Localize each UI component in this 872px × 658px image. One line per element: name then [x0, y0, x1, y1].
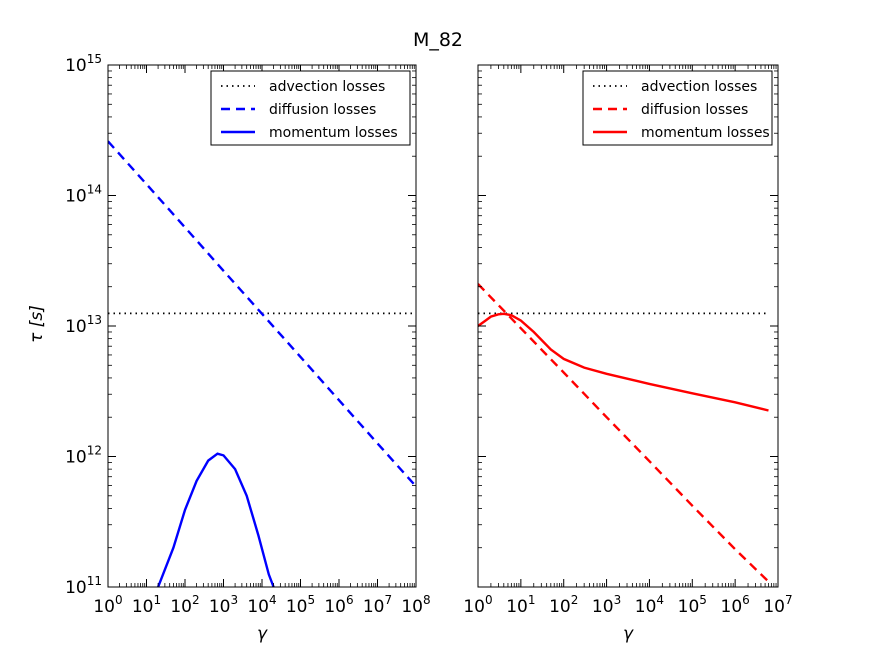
x-tick-label: 100	[93, 593, 122, 617]
series-line-diffusion-losses	[108, 140, 416, 488]
x-tick-label: 107	[763, 593, 792, 617]
x-tick-label: 108	[401, 593, 430, 617]
legend-label: momentum losses	[641, 125, 770, 141]
y-tick-label: 1013	[65, 313, 102, 337]
legend-label: diffusion losses	[269, 102, 376, 118]
x-tick-label: 104	[247, 593, 276, 617]
legend-label: diffusion losses	[641, 102, 748, 118]
x-tick-label: 101	[506, 593, 535, 617]
y-tick-label: 1011	[65, 574, 102, 598]
legend-label: momentum losses	[269, 125, 398, 141]
x-tick-label: 106	[721, 593, 750, 617]
chart-panel-1: 100 101 102 103 104 105 106 107 108 1011 1012 1013 1…	[65, 52, 431, 644]
x-tick-label: 102	[170, 593, 199, 617]
x-tick-label: 100	[463, 593, 492, 617]
x-tick-label: 105	[678, 593, 707, 617]
x-tick-label: 103	[209, 593, 238, 617]
legend-label: advection losses	[269, 79, 385, 95]
series-line-diffusion-losses	[478, 283, 770, 583]
legend-label: advection losses	[641, 79, 757, 95]
chart-panel-2: 100 101 102 103 104 105 106 107 γ advection losse…	[463, 64, 793, 644]
x-tick-label: 101	[132, 593, 161, 617]
x-tick-label: 103	[592, 593, 621, 617]
x-axis-title: γ	[623, 624, 634, 644]
y-tick-label: 1014	[65, 183, 102, 207]
x-tick-label: 105	[286, 593, 315, 617]
figure-title: M_82	[413, 29, 463, 51]
x-tick-label: 102	[549, 593, 578, 617]
y-axis-title: τ [s]	[27, 305, 47, 343]
x-tick-label: 104	[635, 593, 664, 617]
series-line-momentum-losses	[156, 452, 275, 587]
x-tick-label: 106	[324, 593, 353, 617]
y-tick-label: 1015	[65, 52, 102, 76]
x-axis-title: γ	[257, 624, 268, 644]
x-tick-label: 107	[363, 593, 392, 617]
series-line-momentum-losses	[478, 312, 769, 412]
y-tick-label: 1012	[65, 444, 102, 468]
